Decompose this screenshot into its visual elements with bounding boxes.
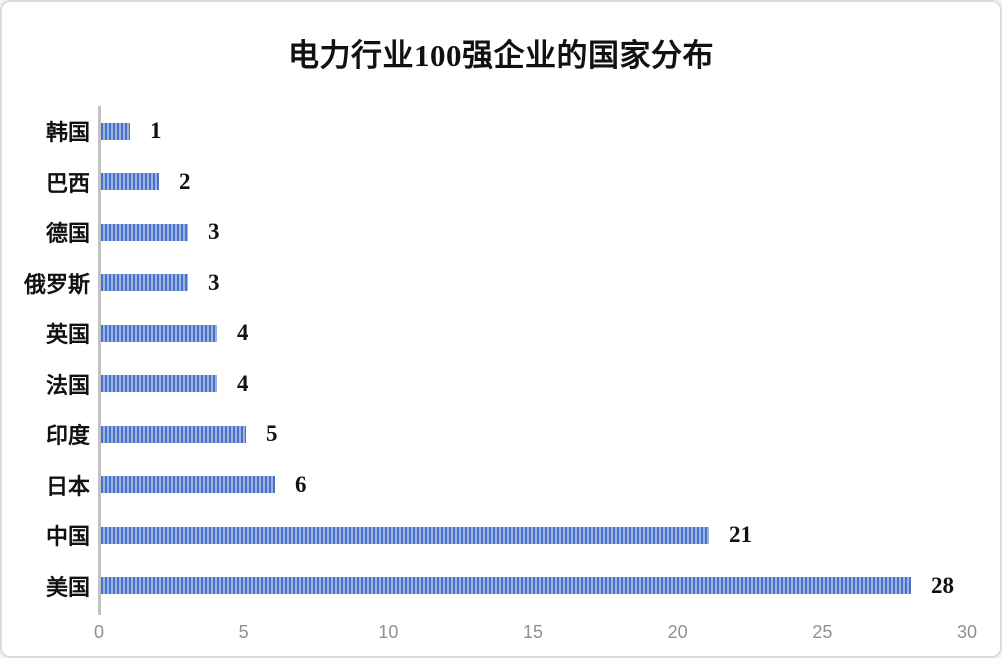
value-label: 2 xyxy=(179,168,191,194)
bar xyxy=(101,223,188,241)
category-label: 日本 xyxy=(45,473,90,499)
value-label: 21 xyxy=(729,522,752,548)
category-label: 韩国 xyxy=(45,120,90,146)
value-label: 28 xyxy=(931,572,954,598)
bar-row: 法国 4 xyxy=(2,359,1000,410)
bar xyxy=(101,526,709,544)
value-label: 6 xyxy=(295,471,307,497)
category-label: 俄罗斯 xyxy=(23,271,90,297)
x-tick-label: 20 xyxy=(667,622,688,642)
bar xyxy=(101,375,217,393)
bar-row: 巴西 2 xyxy=(2,157,1000,208)
chart-title: 电力行业100强企业的国家分布 xyxy=(288,38,714,73)
value-label: 4 xyxy=(237,320,249,346)
category-label: 美国 xyxy=(45,574,90,600)
bar-row: 英国 4 xyxy=(2,308,1000,359)
category-label: 法国 xyxy=(45,372,90,398)
x-tick-label: 10 xyxy=(378,622,399,642)
category-label: 中国 xyxy=(45,524,90,550)
bar xyxy=(101,324,217,342)
value-label: 1 xyxy=(150,118,162,144)
bar-row: 德国 3 xyxy=(2,207,1000,258)
bar xyxy=(101,425,246,443)
bar-row: 日本 6 xyxy=(2,460,1000,511)
bar xyxy=(101,122,130,140)
x-tick-label: 0 xyxy=(93,622,105,642)
bar-row: 印度 5 xyxy=(2,409,1000,460)
bar-row: 韩国 1 xyxy=(2,106,1000,157)
x-tick-label: 5 xyxy=(238,622,249,642)
category-label: 德国 xyxy=(45,221,90,247)
bar-row: 中国 21 xyxy=(2,510,1000,561)
bar-row: 俄罗斯 3 xyxy=(2,258,1000,309)
x-tick-label: 25 xyxy=(812,622,833,642)
value-label: 3 xyxy=(208,219,220,245)
bar xyxy=(101,274,188,292)
category-label: 印度 xyxy=(45,423,90,449)
category-label: 英国 xyxy=(45,322,90,348)
value-label: 3 xyxy=(208,269,220,295)
value-label: 4 xyxy=(237,370,249,396)
bar xyxy=(101,577,911,595)
y-axis-line xyxy=(98,106,101,615)
bar xyxy=(101,476,275,494)
bar xyxy=(101,173,159,191)
value-label: 5 xyxy=(266,421,278,447)
x-tick-label: 15 xyxy=(522,622,544,642)
bar-row: 美国 28 xyxy=(2,561,1000,612)
category-label: 巴西 xyxy=(45,170,90,196)
x-tick-label: 30 xyxy=(956,622,978,642)
x-axis: 0 5 10 15 20 25 30 xyxy=(2,622,1000,646)
